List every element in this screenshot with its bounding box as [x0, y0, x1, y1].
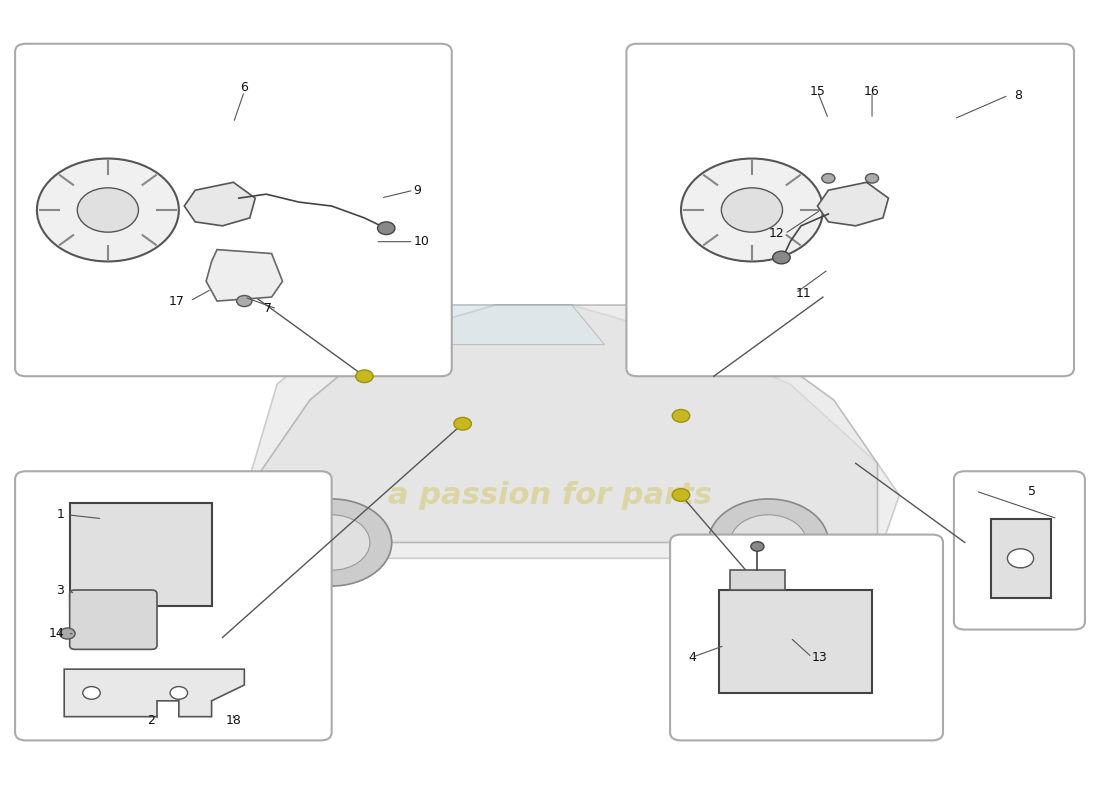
Text: 10: 10 [414, 235, 429, 248]
Circle shape [772, 251, 790, 264]
Text: 6: 6 [241, 81, 249, 94]
Text: 12: 12 [769, 227, 784, 240]
Text: 18: 18 [226, 714, 241, 727]
Text: 16: 16 [865, 85, 880, 98]
Text: 17: 17 [168, 294, 185, 307]
FancyBboxPatch shape [15, 44, 452, 376]
Text: 3: 3 [56, 583, 64, 597]
FancyBboxPatch shape [730, 570, 784, 590]
Text: a passion for parts: a passion for parts [388, 481, 712, 510]
Circle shape [355, 370, 373, 382]
Polygon shape [222, 305, 900, 558]
Polygon shape [64, 669, 244, 717]
Text: 7: 7 [264, 302, 272, 315]
Circle shape [77, 188, 139, 232]
Circle shape [822, 174, 835, 183]
Circle shape [672, 410, 690, 422]
Circle shape [751, 542, 764, 551]
Text: 9: 9 [414, 184, 421, 197]
Circle shape [454, 418, 472, 430]
Circle shape [59, 628, 75, 639]
Circle shape [272, 499, 392, 586]
Circle shape [1008, 549, 1034, 568]
FancyBboxPatch shape [15, 471, 332, 741]
Circle shape [236, 295, 252, 306]
FancyBboxPatch shape [626, 44, 1074, 376]
Circle shape [681, 158, 823, 262]
Text: 15: 15 [810, 85, 825, 98]
Text: 13: 13 [812, 650, 827, 664]
Circle shape [37, 158, 179, 262]
Polygon shape [817, 182, 889, 226]
Polygon shape [185, 182, 255, 226]
Text: EuroParts: EuroParts [639, 187, 854, 296]
Text: 14: 14 [48, 627, 64, 640]
Polygon shape [386, 305, 605, 345]
Circle shape [170, 686, 188, 699]
FancyBboxPatch shape [719, 590, 872, 693]
Circle shape [730, 514, 806, 570]
Text: 4: 4 [689, 650, 696, 664]
Circle shape [866, 174, 879, 183]
Circle shape [722, 188, 782, 232]
FancyBboxPatch shape [69, 503, 211, 606]
Circle shape [82, 686, 100, 699]
Text: 8: 8 [1014, 89, 1022, 102]
Text: 2: 2 [147, 714, 155, 727]
Polygon shape [244, 305, 878, 542]
Text: 5: 5 [1028, 485, 1036, 498]
FancyBboxPatch shape [991, 518, 1052, 598]
FancyBboxPatch shape [69, 590, 157, 650]
Polygon shape [206, 250, 283, 301]
Circle shape [708, 499, 828, 586]
FancyBboxPatch shape [670, 534, 943, 741]
FancyBboxPatch shape [954, 471, 1085, 630]
Circle shape [672, 489, 690, 502]
Text: 1: 1 [56, 508, 64, 522]
Text: 11: 11 [795, 286, 812, 300]
Circle shape [377, 222, 395, 234]
Circle shape [294, 514, 370, 570]
